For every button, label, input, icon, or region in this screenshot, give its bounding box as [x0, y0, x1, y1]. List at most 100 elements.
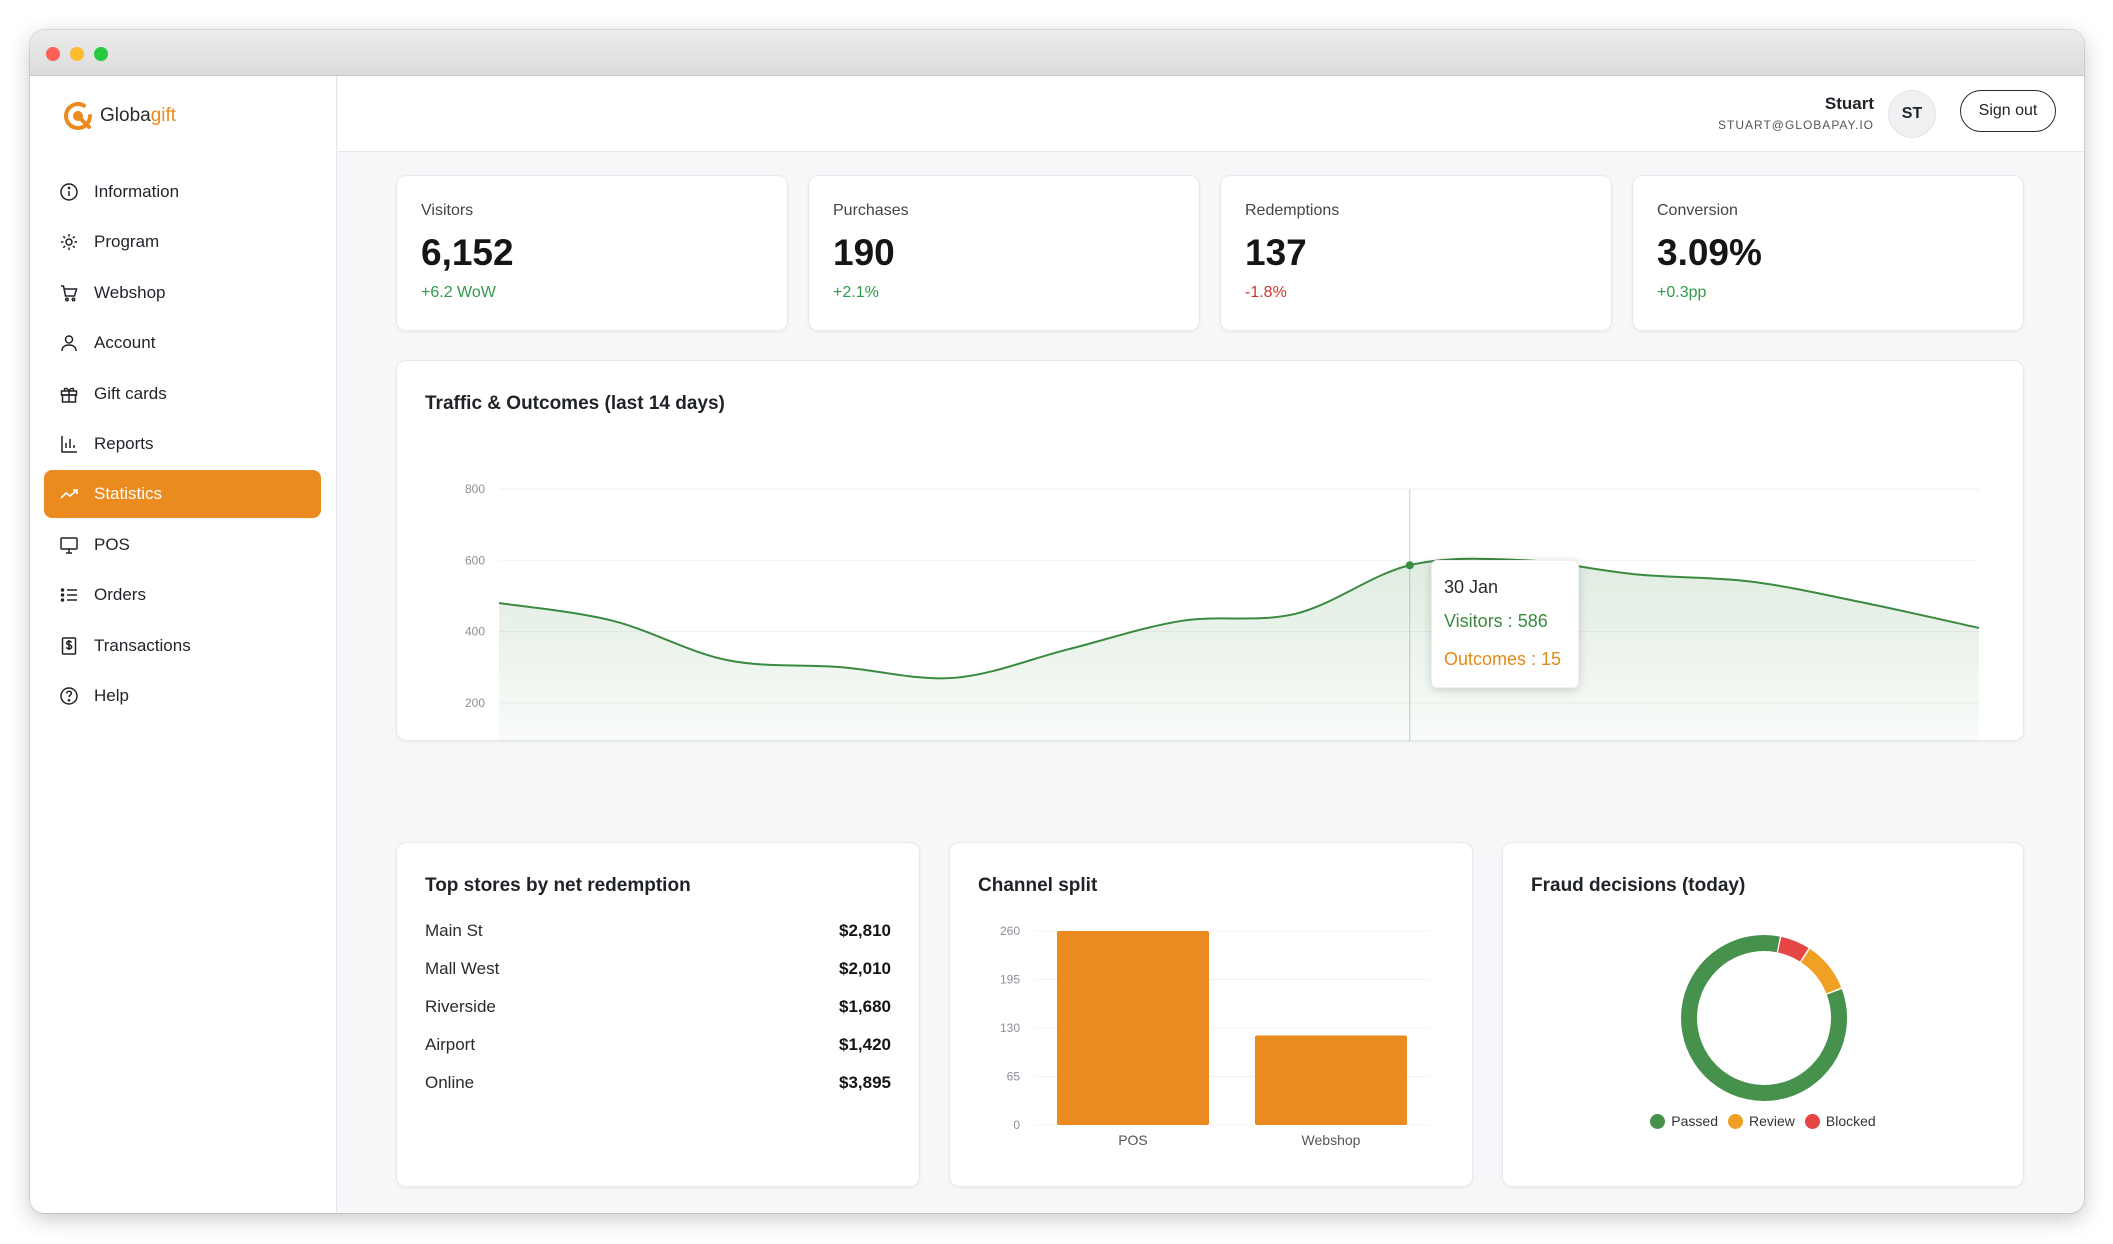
gift-icon — [58, 383, 80, 405]
fraud-legend: Passed Review Blocked — [1503, 1113, 2023, 1129]
sidebar-item-label: Reports — [94, 433, 154, 453]
kpi-delta: +2.1% — [833, 284, 879, 301]
kpi-value: 6,152 — [421, 232, 514, 273]
list-item[interactable]: Mall West $2,010 — [425, 959, 891, 983]
sidebar-item-label: Gift cards — [94, 383, 167, 403]
kpi-delta: +6.2 WoW — [421, 284, 496, 301]
app-window: Globagift Information Program Webshop Ac… — [30, 30, 2084, 1213]
legend-label: Blocked — [1825, 1113, 1876, 1129]
chart-tooltip: 30 Jan Visitors : 586 Outcomes : 15 — [1431, 560, 1579, 688]
store-name: Online — [425, 1073, 475, 1092]
fraud-donut-chart[interactable] — [1503, 843, 2025, 1188]
channel-split-card: Channel split 0 65 130 195 260 POS Webshop — [949, 842, 1473, 1187]
kpi-card-visitors: Visitors 6,152 +6.2 WoW — [396, 175, 788, 331]
legend-swatch — [1650, 1113, 1666, 1129]
sidebar-item-label: Orders — [94, 585, 146, 605]
info-icon — [58, 181, 80, 203]
sidebar-item-program[interactable]: Program — [44, 218, 321, 266]
store-value: $2,810 — [839, 921, 891, 940]
sidebar-item-label: Program — [94, 232, 160, 252]
cart-icon — [58, 282, 80, 304]
list-item[interactable]: Airport $1,420 — [425, 1035, 891, 1059]
y-tick-label: 400 — [465, 625, 485, 639]
kpi-delta: +0.3pp — [1657, 284, 1707, 301]
kpi-label: Visitors — [421, 202, 474, 219]
sidebar-item-label: POS — [94, 534, 130, 554]
monitor-icon — [58, 534, 80, 556]
sidebar-item-transactions[interactable]: Transactions — [44, 622, 321, 670]
sidebar-item-statistics[interactable]: Statistics — [44, 470, 321, 519]
sidebar-item-gift-cards[interactable]: Gift cards — [44, 370, 321, 418]
list-item[interactable]: Online $3,895 — [425, 1073, 891, 1097]
kpi-card-conversion: Conversion 3.09% +0.3pp — [1632, 175, 2024, 331]
sidebar-item-webshop[interactable]: Webshop — [44, 269, 321, 317]
y-tick-label: 65 — [1007, 1070, 1021, 1084]
legend-item-blocked: Blocked — [1804, 1113, 1876, 1129]
kpi-label: Purchases — [833, 202, 909, 219]
kpi-card-redemptions: Redemptions 137 -1.8% — [1220, 175, 1612, 331]
user-name: Stuart — [1824, 94, 1874, 113]
help-icon — [58, 685, 80, 707]
sidebar-item-label: Help — [94, 685, 129, 705]
bar-pos — [1057, 931, 1209, 1125]
channel-title: Channel split — [978, 875, 1098, 896]
chart-title: Traffic & Outcomes (last 14 days) — [425, 393, 725, 414]
user-info: Stuart STUART@GLOBAPAY.IO — [1718, 94, 1874, 132]
kpi-label: Redemptions — [1245, 202, 1340, 219]
brand-logo[interactable]: Globagift — [60, 96, 176, 136]
tooltip-date: 30 Jan — [1444, 577, 1499, 597]
donut-slice-review — [1681, 935, 1847, 1101]
sidebar-item-label: Transactions — [94, 635, 191, 655]
channel-bar-chart[interactable]: 0 65 130 195 260 POS Webshop — [950, 843, 1474, 1188]
trend-icon — [58, 483, 80, 505]
donut-slice-blocked — [1681, 935, 1847, 1101]
sidebar-item-label: Information — [94, 182, 180, 201]
bar-chart-icon — [58, 433, 80, 455]
traffic-chart[interactable]: 020040060080022 Jan23 Jan24 Jan25 Jan26 … — [397, 361, 2025, 742]
sidebar-item-account[interactable]: Account — [44, 319, 321, 367]
sidebar-item-information[interactable]: Information — [44, 168, 321, 216]
y-tick-label: 195 — [1000, 973, 1020, 987]
store-value: $2,010 — [839, 959, 891, 978]
sidebar-item-reports[interactable]: Reports — [44, 420, 321, 468]
store-value: $1,420 — [839, 1035, 891, 1054]
tooltip-visitors: Visitors : 586 — [1444, 611, 1548, 631]
user-icon — [58, 332, 80, 354]
visitors-highlight-point — [1405, 561, 1414, 570]
tooltip-outcomes: Outcomes : 15 — [1444, 649, 1562, 669]
legend-item-review: Review — [1727, 1113, 1795, 1129]
list-item[interactable]: Riverside $1,680 — [425, 997, 891, 1021]
maximize-window-button[interactable] — [94, 47, 108, 61]
kpi-value: 190 — [833, 232, 895, 273]
y-tick-label: 0 — [1013, 1118, 1020, 1132]
y-tick-label: 260 — [1000, 924, 1020, 938]
store-name: Riverside — [425, 997, 496, 1016]
sidebar-item-pos[interactable]: POS — [44, 521, 321, 569]
list-icon — [58, 584, 80, 606]
sign-out-button[interactable]: Sign out — [1960, 90, 2056, 132]
fraud-card: Fraud decisions (today) Passed Review Bl… — [1502, 842, 2024, 1187]
list-item[interactable]: Main St $2,810 — [425, 921, 891, 945]
logo-icon — [64, 102, 92, 130]
avatar[interactable]: ST — [1888, 90, 1936, 138]
minimize-window-button[interactable] — [70, 47, 84, 61]
sidebar-nav: Information Program Webshop Account Gift… — [44, 168, 321, 722]
gear-icon — [58, 231, 80, 253]
sidebar-item-orders[interactable]: Orders — [44, 571, 321, 619]
traffic-chart-card: Traffic & Outcomes (last 14 days) 020040… — [396, 360, 2025, 742]
y-tick-label: 600 — [465, 553, 485, 567]
visitors-area — [499, 558, 1979, 742]
kpi-label: Conversion — [1657, 202, 1738, 219]
store-value: $3,895 — [839, 1073, 891, 1092]
sidebar-item-help[interactable]: Help — [44, 672, 321, 720]
x-tick-label: Webshop — [1302, 1132, 1361, 1148]
fraud-title: Fraud decisions (today) — [1531, 875, 1746, 896]
donut-slice-passed — [1681, 935, 1847, 1101]
dollar-doc-icon — [58, 635, 80, 657]
close-window-button[interactable] — [46, 47, 60, 61]
sidebar-item-label: Webshop — [94, 282, 166, 302]
legend-item-passed: Passed — [1650, 1113, 1718, 1129]
legend-label: Review — [1748, 1113, 1795, 1129]
legend-swatch — [1804, 1113, 1820, 1129]
kpi-value: 3.09% — [1657, 232, 1762, 273]
